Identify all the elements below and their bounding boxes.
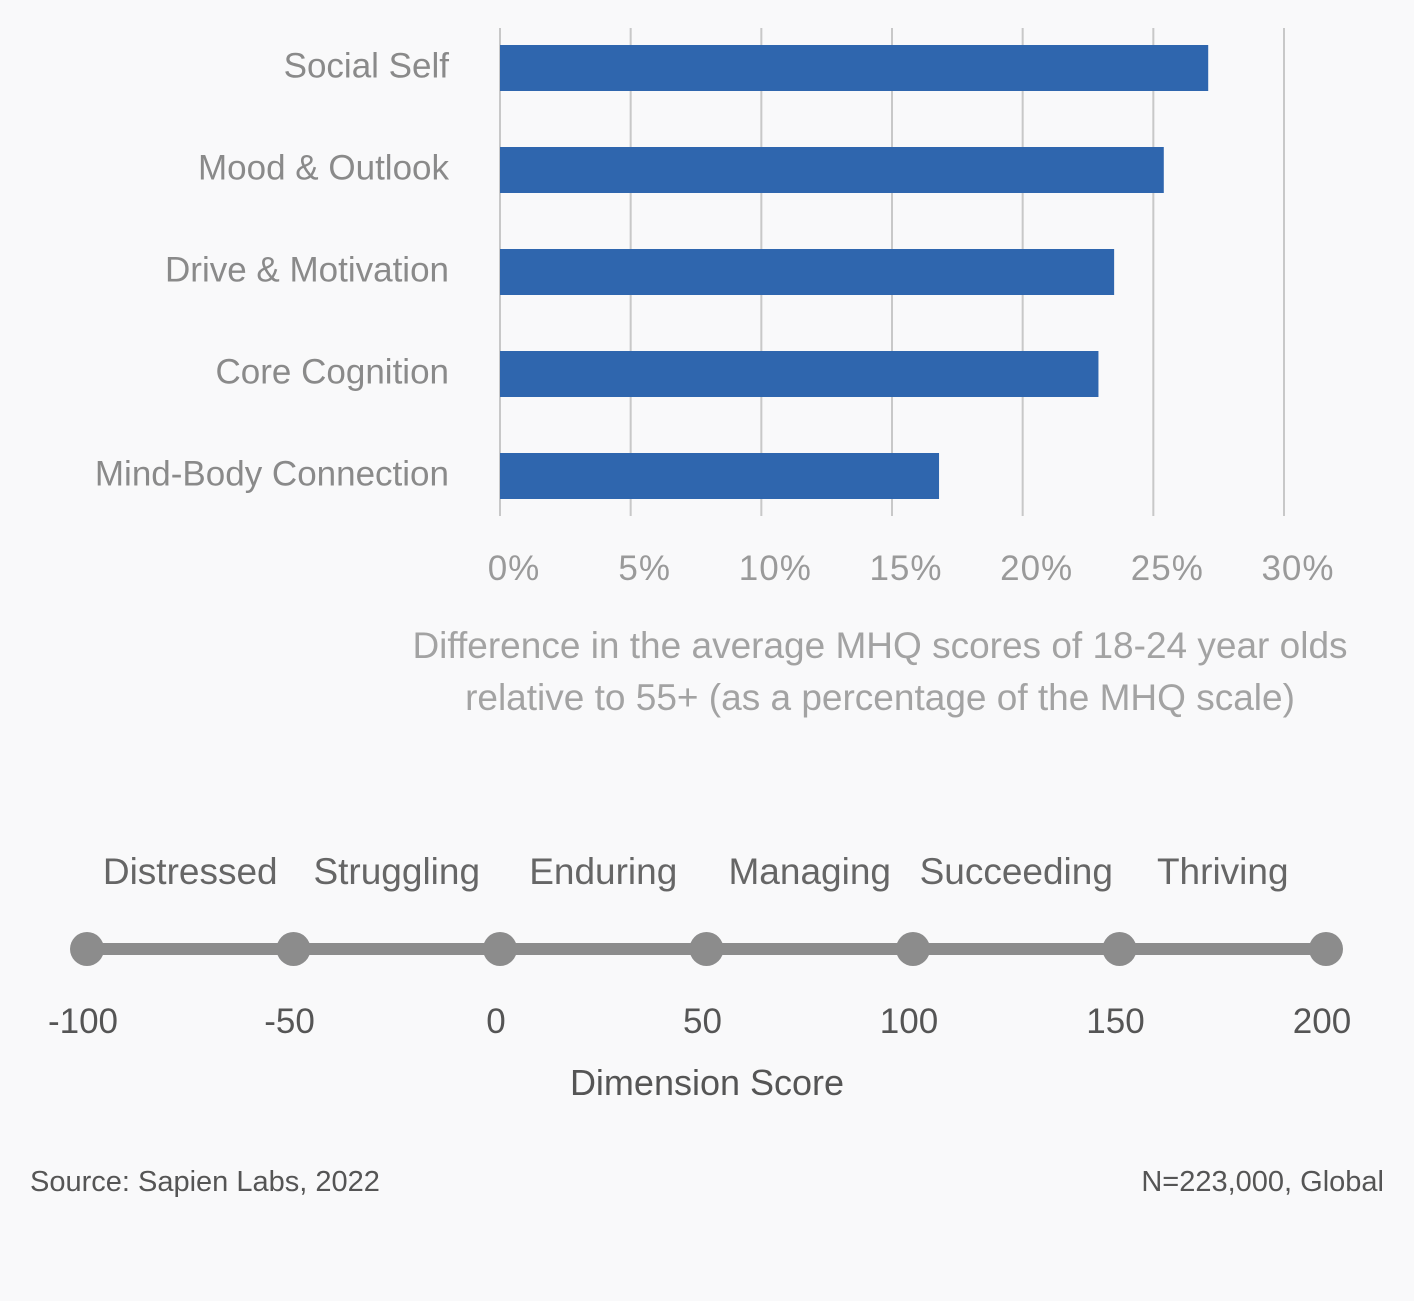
scale-tick-label: 100 xyxy=(880,1002,938,1041)
bar xyxy=(500,453,940,499)
scale-tick-label: 150 xyxy=(1086,1002,1144,1041)
bar xyxy=(500,351,1099,397)
x-tick-label: 5% xyxy=(618,549,671,588)
category-label: Core Cognition xyxy=(216,352,449,391)
bar xyxy=(500,45,1209,91)
category-label: Drive & Motivation xyxy=(165,250,449,289)
x-tick-label: 25% xyxy=(1131,549,1204,588)
scale-category-label: Distressed xyxy=(103,851,278,892)
scale-tick-label: 200 xyxy=(1293,1002,1351,1041)
bar-chart: Social Self Mood & Outlook Drive & Motivat… xyxy=(95,28,1334,588)
x-axis-label: Difference in the average MHQ scores of … xyxy=(412,625,1348,718)
x-tick-label: 15% xyxy=(869,549,942,588)
sample-note: N=223,000, Global xyxy=(1141,1166,1384,1198)
scale-dot xyxy=(689,932,724,966)
scale-title: Dimension Score xyxy=(569,1062,845,1103)
category-label: Mood & Outlook xyxy=(198,148,449,187)
scale-dot xyxy=(896,932,930,966)
scale-dot xyxy=(1102,932,1137,966)
scale-dot xyxy=(1309,932,1343,966)
scale-tick-label: -50 xyxy=(264,1002,315,1041)
scale-category-label: Thriving xyxy=(1157,851,1289,892)
source-note: Source: Sapien Labs, 2022 xyxy=(30,1166,380,1198)
x-tick-label: 30% xyxy=(1261,549,1334,588)
category-label: Social Self xyxy=(284,46,450,85)
scale-tick-label: 0 xyxy=(486,1002,505,1041)
scale-tick-label: 50 xyxy=(683,1002,722,1041)
dimension-score-scale: Distressed Struggling Enduring Managing Succ… xyxy=(48,851,1351,1041)
scale-dot xyxy=(70,932,104,966)
scale-category-label: Enduring xyxy=(529,851,677,892)
x-tick-label: 0% xyxy=(488,549,541,588)
bar xyxy=(500,249,1115,295)
category-label: Mind-Body Connection xyxy=(95,454,449,493)
scale-category-label: Struggling xyxy=(313,851,480,892)
bar xyxy=(500,147,1164,193)
x-tick-label: 10% xyxy=(739,549,812,588)
scale-category-label: Succeeding xyxy=(920,851,1113,892)
scale-dot xyxy=(483,932,517,966)
scale-category-label: Managing xyxy=(728,851,891,892)
scale-tick-label: -100 xyxy=(48,1002,118,1041)
x-tick-label: 20% xyxy=(1000,549,1073,588)
scale-dot xyxy=(276,932,311,966)
